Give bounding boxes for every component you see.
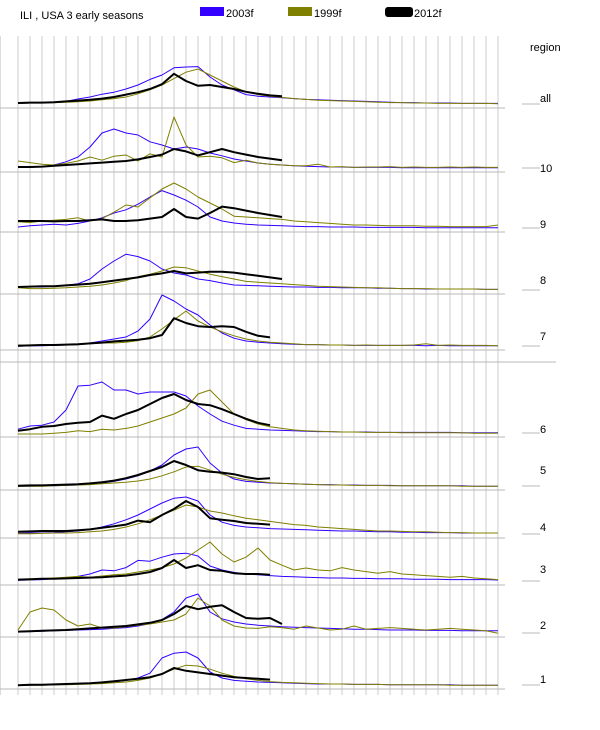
region-label-2: 2 <box>540 620 546 632</box>
legend-item-2012f: 2012f <box>385 7 442 20</box>
series-line-2-2003f <box>18 593 498 633</box>
series-line-8-1999f <box>17 266 498 290</box>
series-line-all-2012f <box>17 72 283 104</box>
series-line-9-2012f <box>18 205 283 223</box>
series-line-8-2012f <box>17 270 283 288</box>
legend-swatch-1999f <box>288 7 312 16</box>
series-line-7-2003f <box>17 294 498 347</box>
legend-label-2012f: 2012f <box>414 8 442 20</box>
series-line-1-2012f <box>17 667 271 687</box>
series-line-7-2012f <box>17 317 271 347</box>
chart-title: ILI , USA 3 early seasons <box>20 10 144 22</box>
series-line-6-2012f <box>17 393 271 432</box>
series-line-10-1999f <box>17 116 498 168</box>
series-layer <box>17 66 499 687</box>
series-line-5-2012f <box>17 460 271 487</box>
region-label-6: 6 <box>540 424 546 436</box>
series-line-5-1999f <box>18 465 498 487</box>
grid <box>0 36 556 695</box>
legend: 2003f 1999f 2012f <box>200 7 442 20</box>
region-label-8: 8 <box>540 275 546 287</box>
series-line-2-1999f <box>17 597 499 634</box>
region-label-1: 1 <box>540 674 546 686</box>
legend-item-1999f: 1999f <box>288 7 342 20</box>
legend-label-2003f: 2003f <box>226 8 254 20</box>
region-label-9: 9 <box>540 219 546 231</box>
region-label-10: 10 <box>540 163 552 175</box>
series-line-6-1999f <box>18 389 498 435</box>
legend-swatch-2003f <box>200 7 224 16</box>
region-label-all: all <box>540 93 551 105</box>
legend-swatch-2012f <box>385 7 413 17</box>
series-line-2-2012f <box>17 604 283 633</box>
series-line-4-2012f <box>17 500 271 533</box>
series-line-3-2012f <box>17 559 271 581</box>
region-label-4: 4 <box>540 522 546 534</box>
region-label-3: 3 <box>540 564 546 576</box>
region-header: region <box>530 42 561 54</box>
legend-item-2003f: 2003f <box>200 7 254 20</box>
region-label-7: 7 <box>540 331 546 343</box>
region-label-5: 5 <box>540 465 546 477</box>
series-line-1-1999f <box>18 664 498 686</box>
legend-label-1999f: 1999f <box>314 8 342 20</box>
series-line-4-1999f <box>18 504 498 535</box>
series-line-10-2012f <box>18 148 283 168</box>
region-labels: all 10 9 8 7 6 5 4 3 2 1 <box>540 93 552 686</box>
